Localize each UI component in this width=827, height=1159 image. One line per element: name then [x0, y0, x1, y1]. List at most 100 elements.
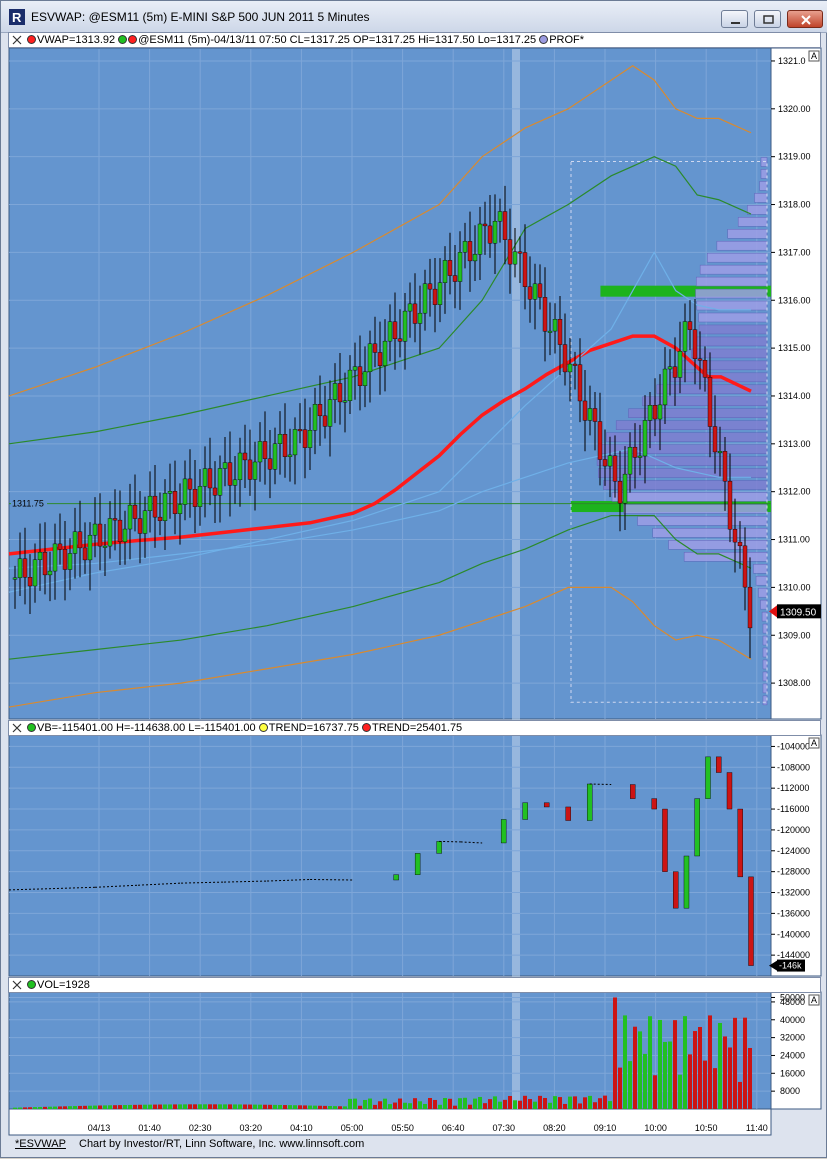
- maximize-button[interactable]: [754, 10, 781, 28]
- candle-body: [382, 340, 388, 366]
- volume-bar: [603, 1095, 607, 1109]
- volume-bar: [588, 1095, 592, 1109]
- vb-autoscale-label: A: [811, 738, 817, 748]
- x-tick-label: 02:30: [189, 1123, 212, 1133]
- volume-bar: [238, 1104, 242, 1109]
- volume-bar: [243, 1104, 247, 1109]
- volume-bar: [653, 1075, 657, 1109]
- vb-candle: [414, 853, 421, 875]
- minimize-button[interactable]: [721, 10, 748, 28]
- candle-body: [217, 468, 223, 496]
- vb-autoscale-button[interactable]: [808, 737, 820, 749]
- candle-body: [372, 343, 378, 353]
- profile-row: [760, 599, 768, 610]
- profile-row: [762, 671, 768, 682]
- candle-body: [567, 363, 573, 373]
- title-bar[interactable]: R ESVWAP: @ESM11 (5m) E-MINI S&P 500 JUN…: [1, 1, 827, 33]
- candle-body: [102, 545, 108, 548]
- candle-body: [257, 441, 263, 463]
- candle-body: [692, 329, 698, 359]
- candle-body: [437, 282, 443, 305]
- volume-bar: [208, 1104, 212, 1109]
- candle-body: [432, 288, 438, 305]
- volume-bar: [388, 1104, 392, 1109]
- volume-bar: [518, 1100, 522, 1109]
- volume-bar: [118, 1105, 122, 1109]
- candle-body: [422, 283, 428, 314]
- candle-body: [492, 221, 498, 244]
- volume-bar: [38, 1106, 42, 1109]
- candle-body: [377, 352, 383, 366]
- volume-bar: [483, 1103, 487, 1109]
- volume-bar: [408, 1103, 412, 1109]
- volume-bar: [313, 1105, 317, 1109]
- volume-bar: [403, 1102, 407, 1109]
- volume-bar: [223, 1104, 227, 1109]
- volume-bar: [123, 1105, 127, 1109]
- profile-box: [570, 160, 768, 703]
- volume-bar: [573, 1096, 577, 1109]
- legend-vb: VB=-115401.00 H=-114638.00 L=-115401.00: [37, 722, 256, 734]
- candle-body: [557, 319, 563, 345]
- candle-body: [352, 366, 358, 371]
- close-button[interactable]: [787, 10, 823, 28]
- y-tick-label: 1318.00: [778, 200, 811, 210]
- chart-name-link[interactable]: *ESVWAP: [15, 1138, 66, 1150]
- profile-row: [623, 504, 768, 514]
- candle-body: [52, 543, 58, 572]
- candle-body: [617, 481, 623, 504]
- candle-body: [177, 504, 183, 514]
- x-tick-label: 05:50: [391, 1123, 414, 1133]
- candle-body: [507, 239, 513, 265]
- candle-body: [747, 586, 753, 629]
- legend-dot-trend-up: [258, 723, 268, 732]
- volume-bar: [458, 1098, 462, 1109]
- volume-bar: [143, 1104, 147, 1109]
- profile-row: [696, 276, 768, 287]
- legend-trend-down: TREND=25401.75: [371, 722, 463, 734]
- y-tick-label: 1309.00: [778, 630, 811, 640]
- candle-body: [457, 252, 463, 282]
- y-tick-label: 1315.00: [778, 343, 811, 353]
- candle-body: [697, 358, 703, 361]
- y-tick-label: 1321.0: [778, 56, 806, 66]
- volume-bar: [73, 1106, 77, 1109]
- x-tick-label: 11:40: [746, 1123, 768, 1133]
- y-tick-label: -144000: [777, 950, 810, 960]
- volume-bar: [713, 1068, 717, 1109]
- candle-body: [132, 504, 138, 519]
- candle-body: [42, 552, 48, 576]
- candle-body: [622, 473, 628, 504]
- y-tick-label: -128000: [777, 867, 810, 877]
- price-autoscale-button[interactable]: [808, 50, 820, 62]
- volume-bar: [158, 1104, 162, 1109]
- candle-body: [112, 518, 118, 521]
- candle-body: [582, 400, 588, 421]
- candle-body: [587, 408, 593, 421]
- volume-bar: [348, 1098, 352, 1109]
- profile-row: [760, 169, 768, 179]
- close-pane-icon[interactable]: [11, 722, 23, 734]
- volume-bar: [473, 1098, 477, 1109]
- y-tick-label: 1314.00: [778, 391, 811, 401]
- price-pane-legend: VWAP=1313.92 @ESM11 (5m)-04/13/11 07:50 …: [8, 32, 821, 48]
- candle-body: [477, 223, 483, 255]
- candle-body: [22, 558, 28, 578]
- y-tick-label: 1317.00: [778, 247, 811, 257]
- volume-bar: [88, 1105, 92, 1109]
- legend-dot-vwap: [27, 35, 36, 44]
- volume-bar: [643, 1053, 647, 1109]
- vb-flat-segment: [439, 840, 461, 843]
- last-price-label: 1309.50: [780, 607, 817, 618]
- candle-body: [202, 468, 208, 487]
- candle-body: [537, 283, 543, 298]
- close-pane-icon[interactable]: [11, 34, 23, 46]
- volume-bar: [543, 1097, 547, 1109]
- volume-bar: [478, 1096, 482, 1109]
- volume-bar: [93, 1105, 97, 1109]
- vol-autoscale-button[interactable]: [808, 994, 820, 1006]
- close-pane-icon[interactable]: [11, 979, 23, 991]
- candle-body: [577, 364, 583, 402]
- volume-bar: [663, 1041, 667, 1109]
